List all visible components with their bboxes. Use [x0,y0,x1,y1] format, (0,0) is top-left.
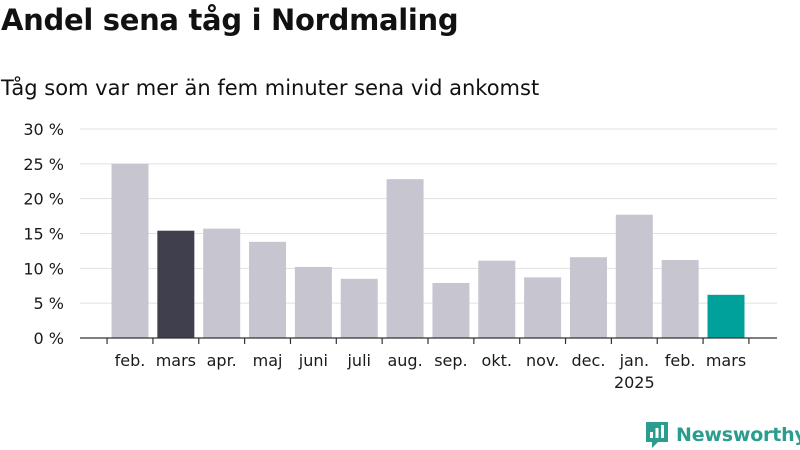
y-tick-label: 5 % [34,294,64,313]
bar-3 [203,228,241,338]
bar-10 [524,277,562,338]
y-tick-label: 0 % [34,329,64,348]
bar-11 [569,257,607,338]
bar-5 [294,266,332,338]
brand-name: Newsworthy [676,424,800,446]
bar-9 [478,260,516,338]
x-axis [80,337,777,344]
x-tick-label: juni [298,351,328,370]
bar-13 [661,259,699,338]
bar-6 [340,278,378,338]
x-tick-sublabel: 2025 [614,373,655,392]
chart-title: Andel sena tåg i Nordmaling [1,3,459,37]
x-tick-label: juli [346,351,370,370]
x-tick-label: jan. [619,351,649,370]
x-tick-label: aug. [387,351,422,370]
gridlines [80,128,777,304]
x-tick-label: dec. [572,351,606,370]
bar-1 [111,163,149,338]
x-tick-label: okt. [482,351,512,370]
y-tick-label: 25 % [23,155,64,174]
newsworthy-logo: Newsworthy [644,420,800,450]
x-tick-label: nov. [526,351,559,370]
bar-8 [432,282,470,338]
bar-4 [249,241,287,338]
x-tick-label: mars [706,351,746,370]
x-tick-label: sep. [434,351,467,370]
x-tick-label: apr. [207,351,237,370]
newsworthy-icon [646,422,668,448]
y-tick-label: 15 % [23,225,64,244]
y-tick-label: 30 % [23,120,64,139]
bars [111,163,745,338]
bar-2 [157,230,195,338]
bar-12 [615,214,653,338]
x-tick-label: maj [253,351,283,370]
x-tick-label: mars [156,351,196,370]
y-tick-label: 20 % [23,190,64,209]
x-tick-label: feb. [665,351,696,370]
x-tick-label: feb. [115,351,146,370]
x-axis-labels: feb. mars apr. maj juni juli aug. sep. okt. nov. d… [115,351,747,392]
bar-7 [386,179,424,338]
y-tick-label: 10 % [23,259,64,278]
chart-subtitle: Tåg som var mer än fem minuter sena vid … [1,76,540,100]
y-axis-labels: 0 % 5 % 10 % 15 % 20 % 25 % 30 % [23,120,64,348]
bar-14 [707,294,745,338]
